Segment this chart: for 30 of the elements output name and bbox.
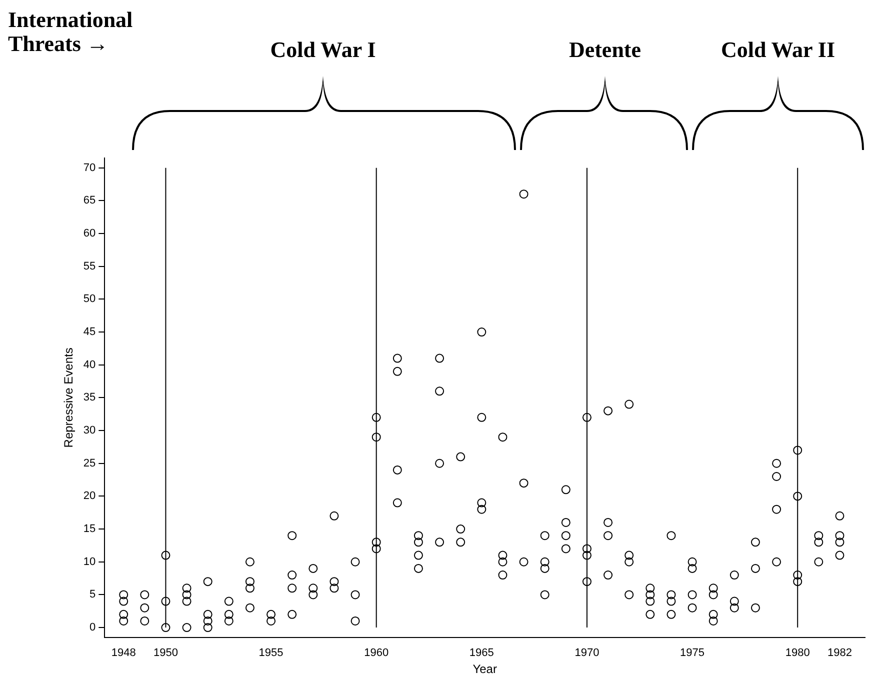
x-tick-label: 1965 xyxy=(469,647,494,660)
y-tick-label: 50 xyxy=(83,293,96,306)
y-tick-label: 55 xyxy=(83,260,96,272)
text: International Threats → xyxy=(8,7,134,56)
y-tick-label: 35 xyxy=(83,392,96,404)
x-tick-label: 1980 xyxy=(785,647,810,660)
y-tick-label: 40 xyxy=(83,358,96,371)
y-tick-label: 5 xyxy=(90,588,96,601)
y-tick-label: 10 xyxy=(83,556,96,568)
y-tick-label: 30 xyxy=(83,424,96,437)
x-tick-label: 1960 xyxy=(364,647,389,660)
y-tick-label: 70 xyxy=(83,162,96,174)
y-axis-title: Repressive Events xyxy=(62,348,76,448)
y-tick-label: 25 xyxy=(83,457,96,470)
y-tick-label: 0 xyxy=(90,622,96,634)
text: Cold War I xyxy=(269,37,377,62)
y-tick-label: 20 xyxy=(83,490,96,502)
x-tick-label: 1975 xyxy=(680,647,705,660)
x-tick-label: 1982 xyxy=(827,647,852,660)
x-tick-label: 1955 xyxy=(258,647,284,660)
x-axis-title: Year xyxy=(472,662,497,676)
y-tick-label: 65 xyxy=(83,194,96,207)
x-tick-label: 1970 xyxy=(574,647,600,660)
text: Detente xyxy=(568,37,642,62)
x-tick-label: 1950 xyxy=(153,647,178,660)
x-tick-label: 1948 xyxy=(111,647,136,660)
text: Cold War II xyxy=(720,37,836,62)
y-tick-label: 45 xyxy=(83,326,96,338)
y-tick-label: 15 xyxy=(83,523,96,536)
y-tick-label: 60 xyxy=(83,228,96,240)
